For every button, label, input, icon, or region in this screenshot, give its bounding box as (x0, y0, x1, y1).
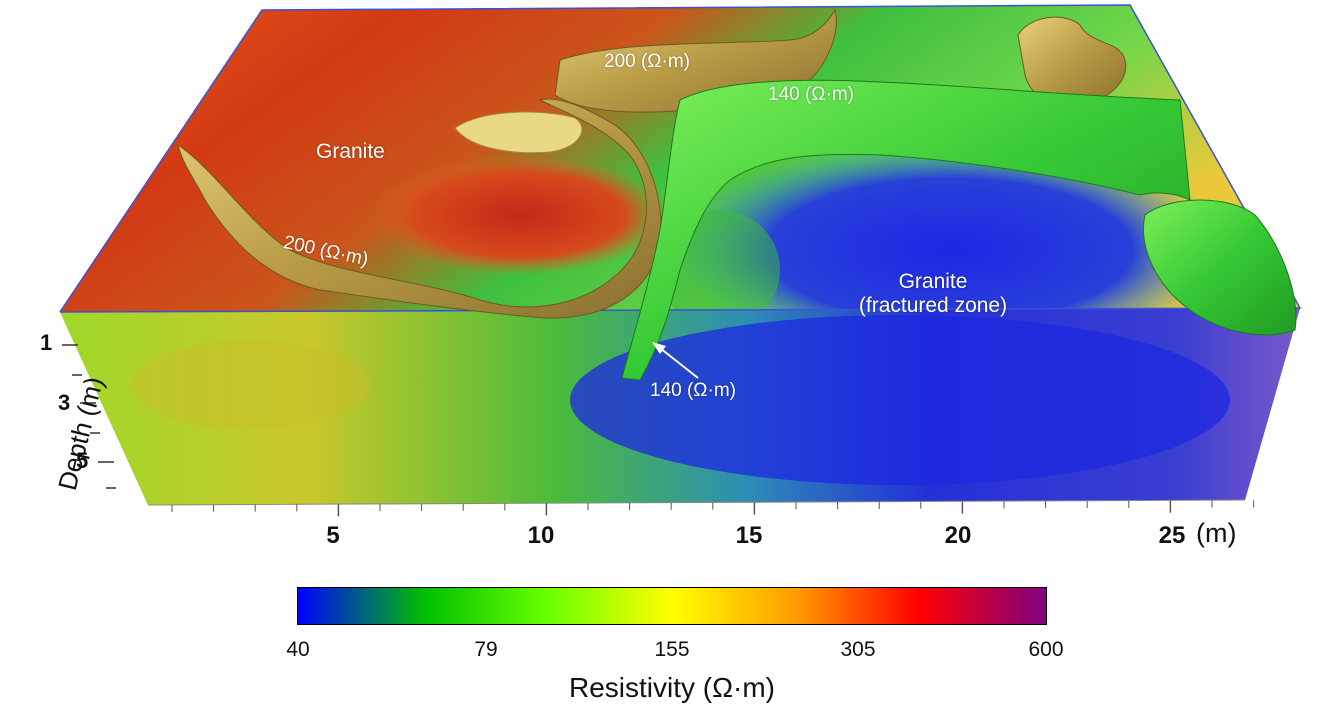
arrow-140 (652, 342, 699, 379)
colorbar-tick-600: 600 (1028, 638, 1064, 661)
label-granite-top: Granite (316, 140, 385, 163)
x-tick-5: 5 (326, 522, 340, 549)
front-blue (570, 315, 1230, 485)
label-iso140-arrow: 140 (Ω·m) (650, 380, 736, 401)
blue-core (670, 140, 1230, 360)
red-core (370, 155, 670, 275)
y-tick-3: 3 (58, 390, 71, 415)
iso140-surface (621, 79, 1191, 381)
label-iso200-top: 200 (Ω·m) (604, 51, 690, 72)
iso200-blob (454, 111, 583, 154)
colorbar (297, 587, 1047, 625)
iso200-left-surface (177, 98, 662, 319)
x-tick-20: 20 (944, 522, 972, 549)
box-frame (59, 4, 1302, 313)
y-tick-1: 1 (40, 330, 53, 355)
x-axis-unit: (m) (1196, 518, 1237, 548)
label-granite-fractured: Granite (fractured zone) (838, 270, 1028, 318)
label-granite-fractured-line2: (fractured zone) (858, 294, 1008, 317)
colorbar-tick-40: 40 (286, 638, 310, 661)
colorbar-title: Resistivity (Ω·m) (568, 672, 776, 703)
label-iso140-top: 140 (Ω·m) (768, 84, 854, 105)
y-tick-5: 5 (76, 448, 89, 473)
x-tick-25: 25 (1158, 522, 1186, 549)
colorbar-tick-79: 79 (474, 638, 498, 661)
label-granite-fractured-line1: Granite (898, 270, 968, 293)
iso140-right-blob (1143, 199, 1297, 336)
y-axis-ticks (62, 344, 116, 489)
x-axis-ticks (147, 499, 1255, 517)
colorbar-tick-155: 155 (654, 638, 690, 661)
x-tick-10: 10 (527, 522, 555, 549)
front-yellow (130, 340, 370, 430)
colorbar-tick-305: 305 (840, 638, 876, 661)
x-tick-15: 15 (735, 522, 763, 549)
